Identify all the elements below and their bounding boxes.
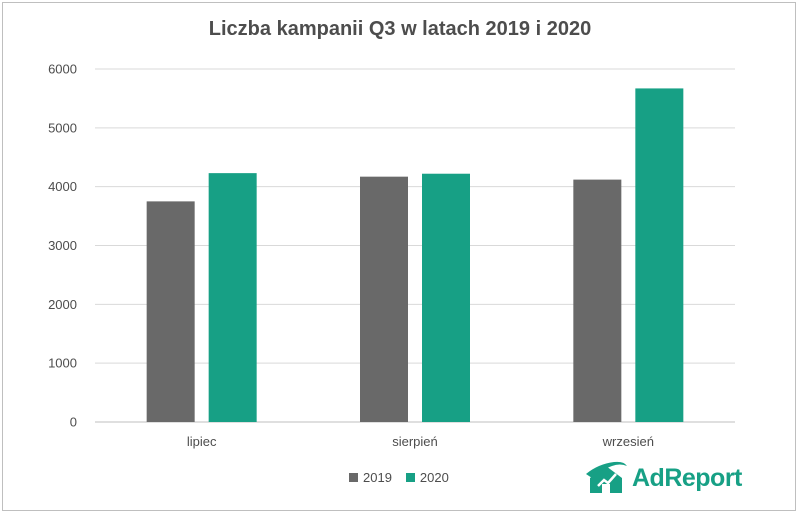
legend-swatch-2019 — [349, 473, 358, 482]
bar-2019-wrzesień — [573, 179, 622, 422]
y-tick-label: 2000 — [48, 297, 77, 312]
y-tick-label: 6000 — [48, 62, 77, 77]
legend-label-2019: 2019 — [363, 470, 392, 485]
x-tick-label: wrzesień — [602, 434, 654, 449]
y-tick-label: 3000 — [48, 238, 77, 253]
legend-swatch-2020 — [405, 473, 415, 482]
y-tick-label: 4000 — [48, 179, 77, 194]
y-tick-label: 0 — [70, 415, 77, 430]
bar-2019-sierpień — [360, 176, 408, 422]
bar-2020-sierpień — [422, 173, 470, 422]
x-axis-ticks: lipiec sierpień wrzesień — [187, 434, 654, 449]
bar-2020-wrzesień — [635, 88, 684, 422]
bars — [146, 88, 684, 422]
bar-2020-lipiec — [208, 173, 257, 422]
y-tick-label: 1000 — [48, 356, 77, 371]
bar-2019-lipiec — [146, 201, 195, 422]
x-tick-label: lipiec — [187, 434, 217, 449]
x-tick-label: sierpień — [392, 434, 438, 449]
adreport-logo-text: AdReport — [632, 463, 742, 492]
legend-item-2020: 2020 — [405, 470, 449, 485]
adreport-logo: AdReport — [584, 460, 742, 496]
gridlines — [95, 68, 735, 423]
y-axis-ticks: 0 1000 2000 3000 4000 5000 6000 — [48, 62, 77, 430]
legend: 2019 2020 — [349, 470, 463, 485]
adreport-logo-icon — [586, 461, 627, 493]
y-tick-label: 5000 — [48, 120, 77, 135]
legend-item-2019: 2019 — [349, 470, 392, 485]
chart-title: Liczba kampanii Q3 w latach 2019 i 2020 — [208, 18, 592, 40]
legend-label-2020: 2020 — [419, 470, 449, 485]
